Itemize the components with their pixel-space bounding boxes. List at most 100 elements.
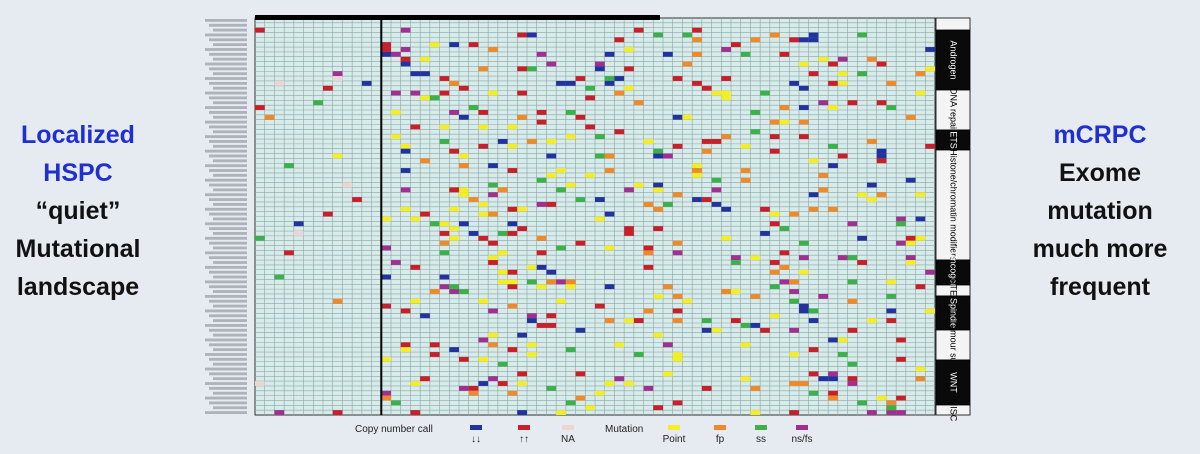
mutation-cell bbox=[760, 90, 770, 96]
mutation-cell bbox=[391, 400, 401, 406]
mutation-cell bbox=[886, 308, 897, 314]
mutation-cell bbox=[604, 168, 615, 173]
mutation-cell bbox=[546, 385, 557, 391]
mutation-cell bbox=[760, 231, 770, 236]
gene-label-blur bbox=[213, 362, 247, 366]
gene-label-blur bbox=[205, 120, 247, 124]
gene-label-blur bbox=[205, 324, 247, 327]
mutation-cell bbox=[633, 318, 644, 324]
mutation-cell bbox=[731, 260, 741, 265]
mutation-cell bbox=[400, 27, 411, 33]
mutation-cell bbox=[604, 284, 615, 290]
mutation-cell bbox=[459, 289, 469, 294]
mutation-cell bbox=[420, 376, 430, 382]
mutation-cell bbox=[527, 66, 537, 72]
mutation-cell bbox=[274, 80, 285, 86]
section-band bbox=[935, 295, 971, 331]
mutation-cell bbox=[808, 71, 819, 77]
mutation-cell bbox=[624, 47, 634, 52]
mutation-cell bbox=[915, 192, 926, 198]
mutation-cell bbox=[682, 298, 693, 304]
section-band bbox=[935, 359, 971, 406]
gene-label-blur bbox=[209, 110, 247, 114]
mutation-cell bbox=[731, 289, 741, 294]
mutation-cell bbox=[857, 192, 867, 198]
mutation-cell bbox=[867, 182, 877, 188]
gene-label-blur bbox=[213, 28, 247, 32]
mutation-cell bbox=[886, 410, 897, 415]
mutation-cell bbox=[721, 47, 731, 52]
gene-label-blur bbox=[213, 130, 247, 134]
mutation-cell bbox=[381, 42, 391, 48]
mutation-cell bbox=[342, 182, 353, 188]
mutation-cell bbox=[381, 274, 391, 280]
mutation-cell bbox=[517, 381, 527, 386]
gene-label-blur bbox=[213, 217, 247, 221]
mutation-cell bbox=[867, 139, 877, 144]
gene-label-blur bbox=[205, 353, 247, 356]
mutation-cell bbox=[478, 109, 489, 115]
mutation-cell bbox=[653, 226, 663, 232]
mutation-cell bbox=[497, 139, 508, 144]
mutation-cell bbox=[808, 158, 819, 164]
mutation-cell bbox=[255, 381, 265, 386]
mutation-cell bbox=[527, 32, 537, 38]
mutation-cell bbox=[264, 114, 275, 120]
mutation-cell bbox=[867, 56, 877, 62]
mutation-cell bbox=[799, 105, 809, 110]
mutation-cell bbox=[789, 37, 799, 43]
gene-label-blur bbox=[213, 391, 247, 395]
mutation-cell bbox=[488, 376, 498, 382]
mutation-cell bbox=[876, 61, 887, 67]
mutation-cell bbox=[925, 47, 935, 52]
mutation-cell bbox=[410, 124, 421, 130]
mutation-cell bbox=[672, 356, 683, 362]
mutation-cell bbox=[721, 90, 731, 96]
mutation-cell bbox=[711, 187, 722, 193]
mutation-cell bbox=[711, 201, 722, 207]
gene-label-blur bbox=[209, 401, 247, 405]
mutation-cell bbox=[449, 235, 459, 241]
mutation-cell bbox=[701, 85, 712, 91]
mutation-cell bbox=[750, 293, 761, 299]
gene-label-blur bbox=[209, 372, 247, 376]
mutation-cell bbox=[478, 235, 489, 241]
gene-label-blur bbox=[209, 328, 247, 332]
mutation-cell bbox=[507, 390, 518, 396]
mutation-cell bbox=[595, 216, 605, 222]
mutation-cell bbox=[478, 201, 489, 207]
mutation-cell bbox=[604, 76, 615, 81]
gene-label-blur bbox=[213, 319, 247, 323]
mutation-cell bbox=[459, 163, 469, 169]
mutation-cell bbox=[769, 32, 780, 38]
section-label: MISC bbox=[949, 399, 959, 422]
mutation-cell bbox=[459, 85, 469, 91]
mutation-cell bbox=[750, 385, 761, 391]
gene-label-blur bbox=[209, 23, 247, 27]
mutation-cell bbox=[740, 342, 751, 348]
mutation-cell bbox=[837, 255, 848, 261]
mutation-cell bbox=[614, 342, 625, 348]
mutation-cell bbox=[837, 56, 848, 62]
mutation-cell bbox=[420, 95, 430, 101]
gene-label-blur bbox=[205, 48, 247, 51]
mutation-cell bbox=[381, 390, 391, 396]
mutation-cell bbox=[847, 361, 858, 367]
mutation-cell bbox=[400, 308, 411, 314]
mutation-cell bbox=[789, 211, 799, 217]
mutation-cell bbox=[527, 279, 537, 285]
mutation-cell bbox=[255, 235, 265, 241]
mutation-cell bbox=[565, 284, 576, 290]
mutation-cell bbox=[565, 109, 576, 115]
mutation-cell bbox=[750, 255, 761, 261]
mutation-cell bbox=[857, 235, 867, 241]
gene-label-blur bbox=[205, 33, 247, 37]
mutation-cell bbox=[507, 231, 518, 236]
mutation-cell bbox=[449, 148, 459, 154]
section-top bbox=[935, 17, 971, 31]
mutation-cell bbox=[818, 100, 829, 106]
mutation-cell bbox=[410, 90, 421, 96]
section-label: DNA repair bbox=[949, 88, 959, 132]
mutation-cell bbox=[701, 197, 712, 202]
mutation-cell bbox=[507, 279, 518, 285]
